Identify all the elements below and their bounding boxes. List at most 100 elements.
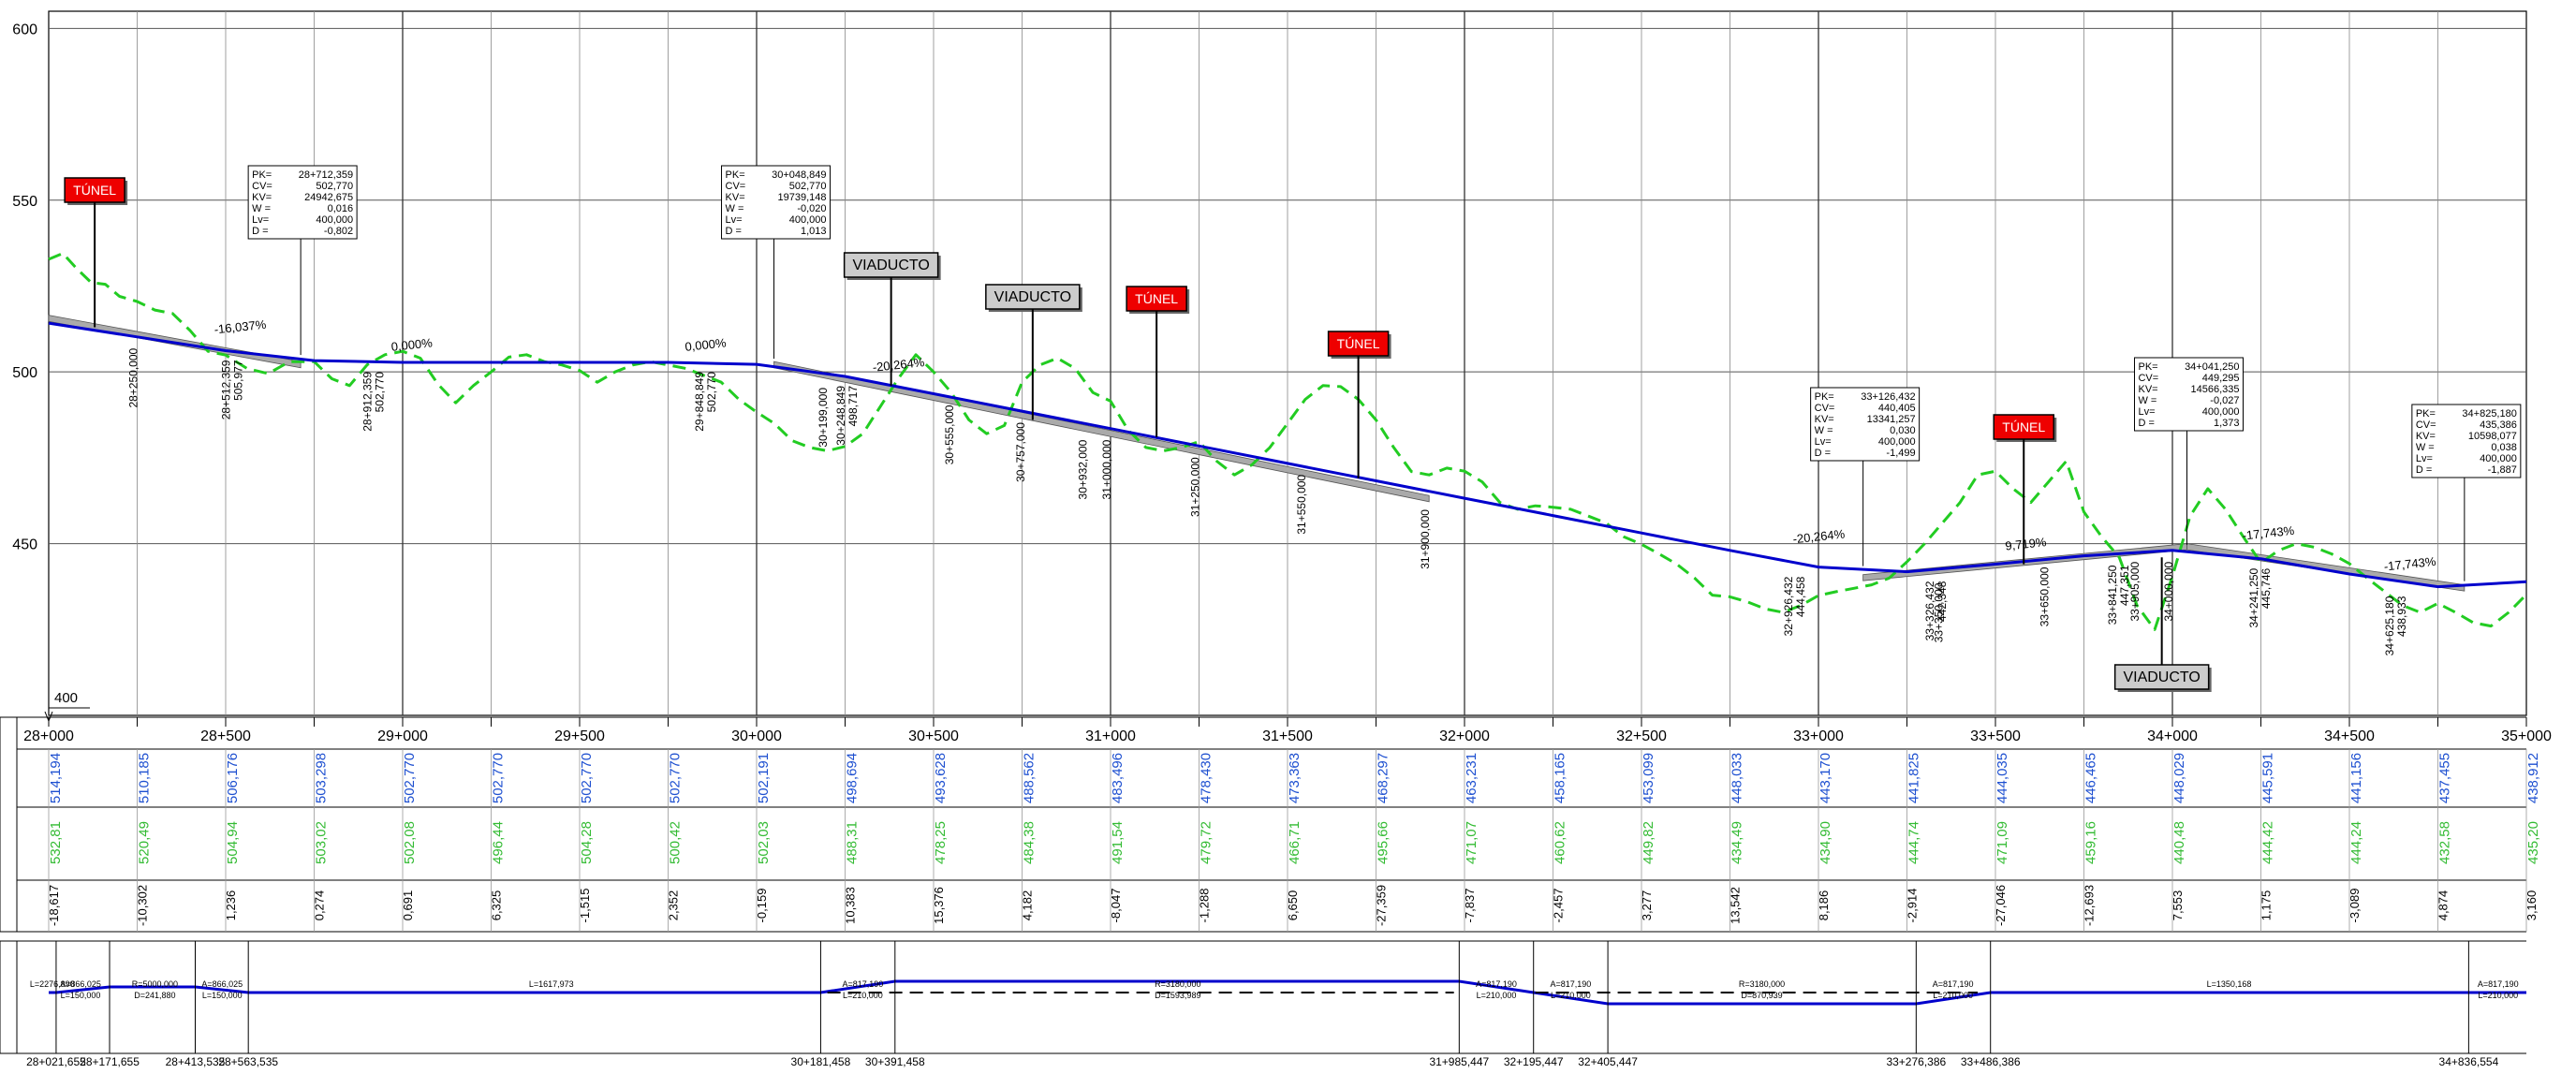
- grade-percent-label: 0,000%: [390, 335, 434, 354]
- vc-key: CV=: [252, 181, 272, 192]
- station-label: 30+932,000: [1076, 439, 1089, 499]
- vc-key: PK=: [726, 169, 745, 181]
- vc-key: PK=: [2138, 361, 2157, 373]
- vc-value: -1,499: [1886, 448, 1915, 459]
- ground-elevation-cell: 495,66: [1376, 821, 1391, 864]
- plan-point-label: 34+836,554: [2439, 1055, 2499, 1068]
- grade-elevation-cell: 483,496: [1110, 753, 1126, 803]
- station-elevation: 505,977: [232, 360, 245, 401]
- plan-segment-label: D=1593,989: [1155, 991, 1200, 1000]
- vc-value: -0,027: [2210, 395, 2239, 406]
- plan-segment-label: D=241,880: [134, 991, 175, 1000]
- grade-percent-label: 9,719%: [2005, 535, 2048, 553]
- vc-value: 440,405: [1878, 403, 1916, 414]
- ground-elevation-cell: 520,49: [137, 821, 153, 864]
- tunnel-tag: TÚNEL: [64, 177, 128, 328]
- station-chainage: 33+350,000: [1932, 582, 1945, 642]
- plan-point-label: 32+405,447: [1578, 1055, 1638, 1068]
- chainage-tick-label: 30+500: [908, 728, 959, 744]
- tag-box: [1327, 331, 1390, 357]
- vc-key: W =: [2416, 442, 2435, 453]
- vc-box-frame: [247, 165, 358, 240]
- vertical-curve-boxes: PK= 28+712,359 CV= 502,770 KV= 24942,675 W = 0,…: [247, 165, 2522, 581]
- ground-elevation-cell: 471,09: [1995, 821, 2010, 864]
- vc-value: 1,373: [2214, 418, 2240, 429]
- tag-label: VIADUCTO: [2123, 669, 2200, 685]
- ground-elevation-cell: 488,31: [845, 821, 861, 864]
- tag-box: [1993, 414, 2054, 440]
- grade-elevation-cell: 502,770: [491, 753, 507, 803]
- tag-label: VIADUCTO: [852, 257, 929, 273]
- station-chainage: 30+757,000: [1014, 422, 1027, 482]
- difference-cell: -2,914: [1906, 889, 1920, 923]
- vc-key: CV=: [2416, 419, 2436, 431]
- station-chainage: 28+250,000: [127, 347, 140, 407]
- station-chainage: 33+326,432: [1923, 581, 1936, 640]
- ground-elevation-cell: 460,62: [1553, 821, 1568, 864]
- difference-cell: -2,457: [1552, 889, 1566, 923]
- difference-cell: -18,617: [47, 885, 61, 926]
- grade-elevation-cell: 502,770: [579, 753, 595, 803]
- plan-segment-label: L=210,000: [1551, 991, 1591, 1000]
- vc-box-frame: [2133, 357, 2244, 432]
- difference-cell: 7,553: [2171, 890, 2185, 921]
- grade-elevation-cell: 473,363: [1287, 753, 1303, 803]
- chainage-tick-label: 34+500: [2324, 728, 2375, 744]
- grade-percent-label: -17,743%: [2242, 523, 2295, 543]
- grade-percent-label: -16,037%: [213, 317, 267, 337]
- ground-elevation-cell: 479,72: [1199, 821, 1214, 864]
- plan-segment-label: A=866,025: [60, 979, 101, 989]
- tag-label: TÚNEL: [1337, 336, 1380, 351]
- elevation-tick-label: 450: [12, 537, 37, 553]
- station-label: 29+848,849 502,770: [693, 372, 718, 432]
- difference-cell: 2,352: [667, 890, 681, 921]
- chainage-tick-label: 32+000: [1439, 728, 1490, 744]
- tunnel-tag: TÚNEL: [1993, 414, 2057, 565]
- station-elevation: 445,746: [2260, 567, 2273, 609]
- reference-lines: [48, 315, 2466, 592]
- tag-label: TÚNEL: [2002, 419, 2045, 434]
- station-labels: 28+250,000 28+512,359 505,977 28+912,359 502…: [127, 347, 2409, 655]
- ground-elevation-cell: 502,08: [402, 821, 418, 864]
- elevation-tick-label: 500: [12, 365, 37, 381]
- vertical-curve-box: PK= 34+041,250 CV= 449,295 KV= 14566,335 W = -0…: [2133, 357, 2244, 545]
- station-elevation: 442,348: [1936, 581, 1949, 622]
- ground-elevation-cell: 491,54: [1110, 821, 1126, 864]
- vc-value: 449,295: [2202, 373, 2240, 384]
- station-chainage: 33+650,000: [2039, 566, 2052, 626]
- plan-segment-label: L=210,000: [2478, 991, 2518, 1000]
- difference-cell: 8,186: [1817, 890, 1831, 921]
- station-chainage: 33+841,250: [2106, 565, 2119, 625]
- plan-segment-label: A=817,190: [1476, 979, 1517, 989]
- plan-segment-label: R=3180,000: [1739, 979, 1785, 989]
- station-chainage: 30+199,000: [817, 388, 830, 448]
- chainage-tick-label: 35+000: [2501, 728, 2552, 744]
- elevation-tick-label: 600: [12, 22, 37, 37]
- vc-value: 30+048,849: [772, 169, 826, 181]
- station-label: 33+841,250 447,351: [2106, 565, 2131, 625]
- vertical-curve-box: PK= 33+126,432 CV= 440,405 KV= 13341,257 W = 0,…: [1810, 387, 1921, 566]
- vc-value: 14566,335: [2190, 384, 2239, 395]
- plan-segment-label: A=866,025: [201, 979, 243, 989]
- station-chainage: 30+555,000: [943, 405, 956, 464]
- grade-elevation-cell: 443,170: [1818, 753, 1833, 803]
- station-chainage: 33+905,000: [2128, 561, 2142, 621]
- vc-box-frame: [1810, 387, 1921, 462]
- vc-value: 400,000: [316, 214, 353, 226]
- vc-key: KV=: [2138, 384, 2157, 395]
- grade-elevation-cell: 438,912: [2525, 753, 2541, 803]
- grade-percent-label: -17,743%: [2383, 554, 2436, 574]
- grade-elevation-cell: 502,770: [668, 753, 684, 803]
- plan-segment-label: L=150,000: [202, 991, 243, 1000]
- vc-key: W =: [252, 203, 271, 214]
- station-label: 28+250,000: [127, 347, 140, 407]
- ground-elevation-cell: 444,24: [2348, 821, 2364, 864]
- guitar-table: 28+000 28+500 29+000 29+500 30+000 30+500 31+0…: [0, 716, 2552, 933]
- station-label: 34+000,000: [2162, 561, 2175, 621]
- ground-elevation-cell: 435,20: [2525, 821, 2541, 864]
- chainage-tick-label: 31+000: [1085, 728, 1136, 744]
- chainage-tick-label: 32+500: [1616, 728, 1667, 744]
- ground-elevation-cell: 484,38: [1022, 821, 1038, 864]
- tunnel-tag: TÚNEL: [1327, 331, 1391, 478]
- vc-key: PK=: [2416, 408, 2436, 419]
